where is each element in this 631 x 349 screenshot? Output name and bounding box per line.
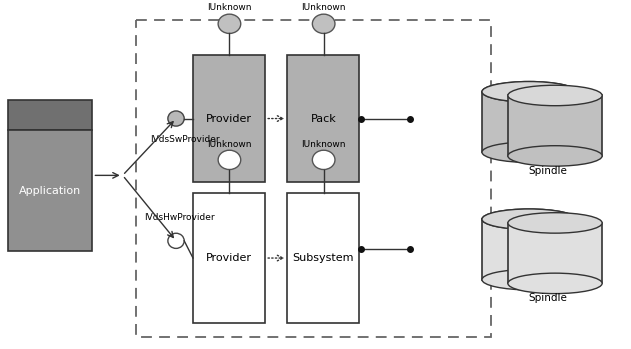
Ellipse shape [482, 269, 576, 290]
Bar [8, 130, 93, 251]
Bar [508, 223, 602, 283]
Ellipse shape [168, 111, 184, 126]
Ellipse shape [168, 233, 184, 248]
Text: IVdsHwProvider: IVdsHwProvider [144, 213, 215, 222]
Text: Spindle: Spindle [529, 294, 567, 303]
Text: Application: Application [19, 186, 81, 195]
Ellipse shape [508, 85, 602, 106]
Text: Provider: Provider [206, 253, 252, 263]
Ellipse shape [508, 273, 602, 294]
Ellipse shape [482, 209, 576, 229]
Ellipse shape [218, 14, 241, 34]
Bar [136, 20, 492, 337]
Ellipse shape [482, 209, 576, 229]
Ellipse shape [482, 82, 576, 102]
Text: Provider: Provider [206, 113, 252, 124]
Bar [193, 193, 265, 324]
Text: IUnknown: IUnknown [302, 140, 346, 149]
Bar [287, 193, 360, 324]
Ellipse shape [312, 14, 335, 34]
Text: IUnknown: IUnknown [207, 3, 252, 13]
Bar [508, 96, 602, 156]
Text: Spindle: Spindle [529, 166, 567, 176]
Text: Subsystem: Subsystem [293, 253, 354, 263]
Text: IUnknown: IUnknown [207, 140, 252, 149]
Bar [193, 55, 265, 182]
Ellipse shape [508, 146, 602, 166]
Bar [482, 92, 576, 152]
Ellipse shape [482, 142, 576, 162]
Bar [482, 219, 576, 280]
Ellipse shape [482, 82, 576, 102]
Bar [287, 55, 360, 182]
Ellipse shape [312, 150, 335, 170]
Text: IVdsSwProvider: IVdsSwProvider [150, 135, 220, 144]
Bar [8, 99, 93, 130]
Ellipse shape [218, 150, 241, 170]
Text: Pack: Pack [310, 113, 336, 124]
Text: IUnknown: IUnknown [302, 3, 346, 13]
Ellipse shape [508, 213, 602, 233]
